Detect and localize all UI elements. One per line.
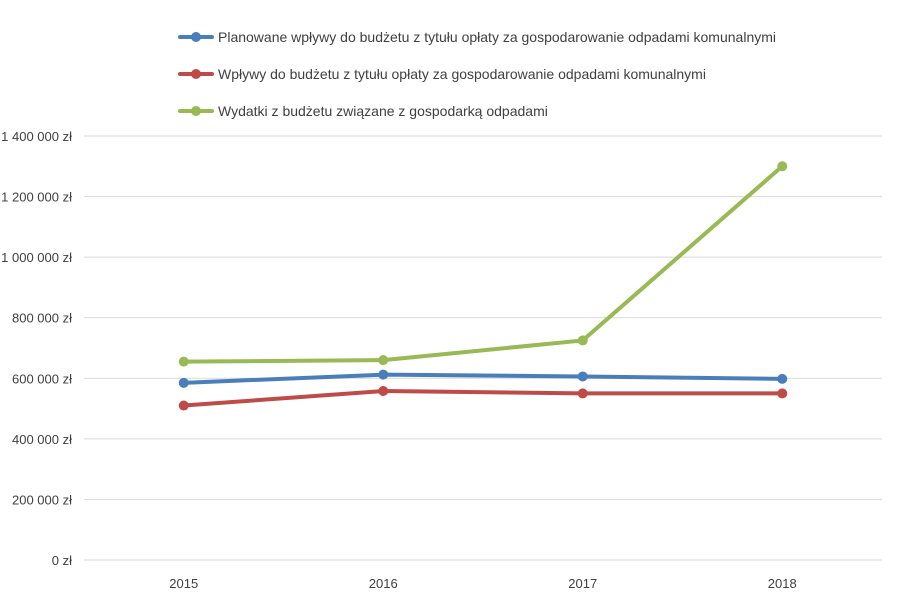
legend-item-expenses: Wydatki z budżetu związane z gospodarką … (178, 92, 776, 129)
legend-item-planned: Planowane wpływy do budżetu z tytułu opł… (178, 18, 776, 55)
data-point (577, 335, 588, 346)
x-tick-label: 2016 (369, 576, 398, 591)
x-tick-label: 2017 (568, 576, 597, 591)
y-tick-label: 800 000 zł (12, 311, 72, 326)
series-lines (178, 161, 788, 411)
x-tick-label: 2018 (768, 576, 797, 591)
y-axis-ticks: 0 zł 200 000 zł 400 000 zł 600 000 zł 800 00… (1, 129, 72, 568)
legend-item-actual: Wpływy do budżetu z tytułu opłaty za gos… (178, 55, 776, 92)
data-point (178, 356, 189, 367)
data-point (378, 369, 389, 380)
series-line-0 (181, 372, 785, 385)
legend-label: Wpływy do budżetu z tytułu opłaty za gos… (218, 65, 706, 82)
series-line-2 (181, 164, 785, 364)
legend-swatch-actual (178, 67, 214, 81)
y-tick-label: 200 000 zł (12, 492, 72, 507)
y-tick-label: 600 000 zł (12, 371, 72, 386)
y-tick-label: 1 200 000 zł (1, 190, 72, 205)
data-point (777, 388, 788, 399)
series-line-1 (181, 389, 785, 408)
data-point (178, 400, 189, 411)
y-tick-label: 0 zł (52, 553, 72, 568)
y-tick-label: 1 000 000 zł (1, 250, 72, 265)
data-point (577, 371, 588, 382)
data-point (577, 388, 588, 399)
y-tick-label: 1 400 000 zł (1, 129, 72, 144)
legend: Planowane wpływy do budżetu z tytułu opł… (178, 18, 776, 129)
x-axis-ticks: 2015 2016 2017 2018 (169, 576, 796, 591)
x-tick-label: 2015 (169, 576, 198, 591)
data-point (777, 161, 788, 172)
y-tick-label: 400 000 zł (12, 432, 72, 447)
data-point (378, 386, 389, 397)
data-point (378, 355, 389, 366)
legend-swatch-expenses (178, 104, 214, 118)
legend-swatch-planned (178, 30, 214, 44)
legend-label: Planowane wpływy do budżetu z tytułu opł… (218, 28, 776, 45)
data-point (178, 377, 189, 388)
gridlines (84, 135, 882, 561)
data-point (777, 373, 788, 384)
legend-label: Wydatki z budżetu związane z gospodarką … (218, 102, 548, 119)
